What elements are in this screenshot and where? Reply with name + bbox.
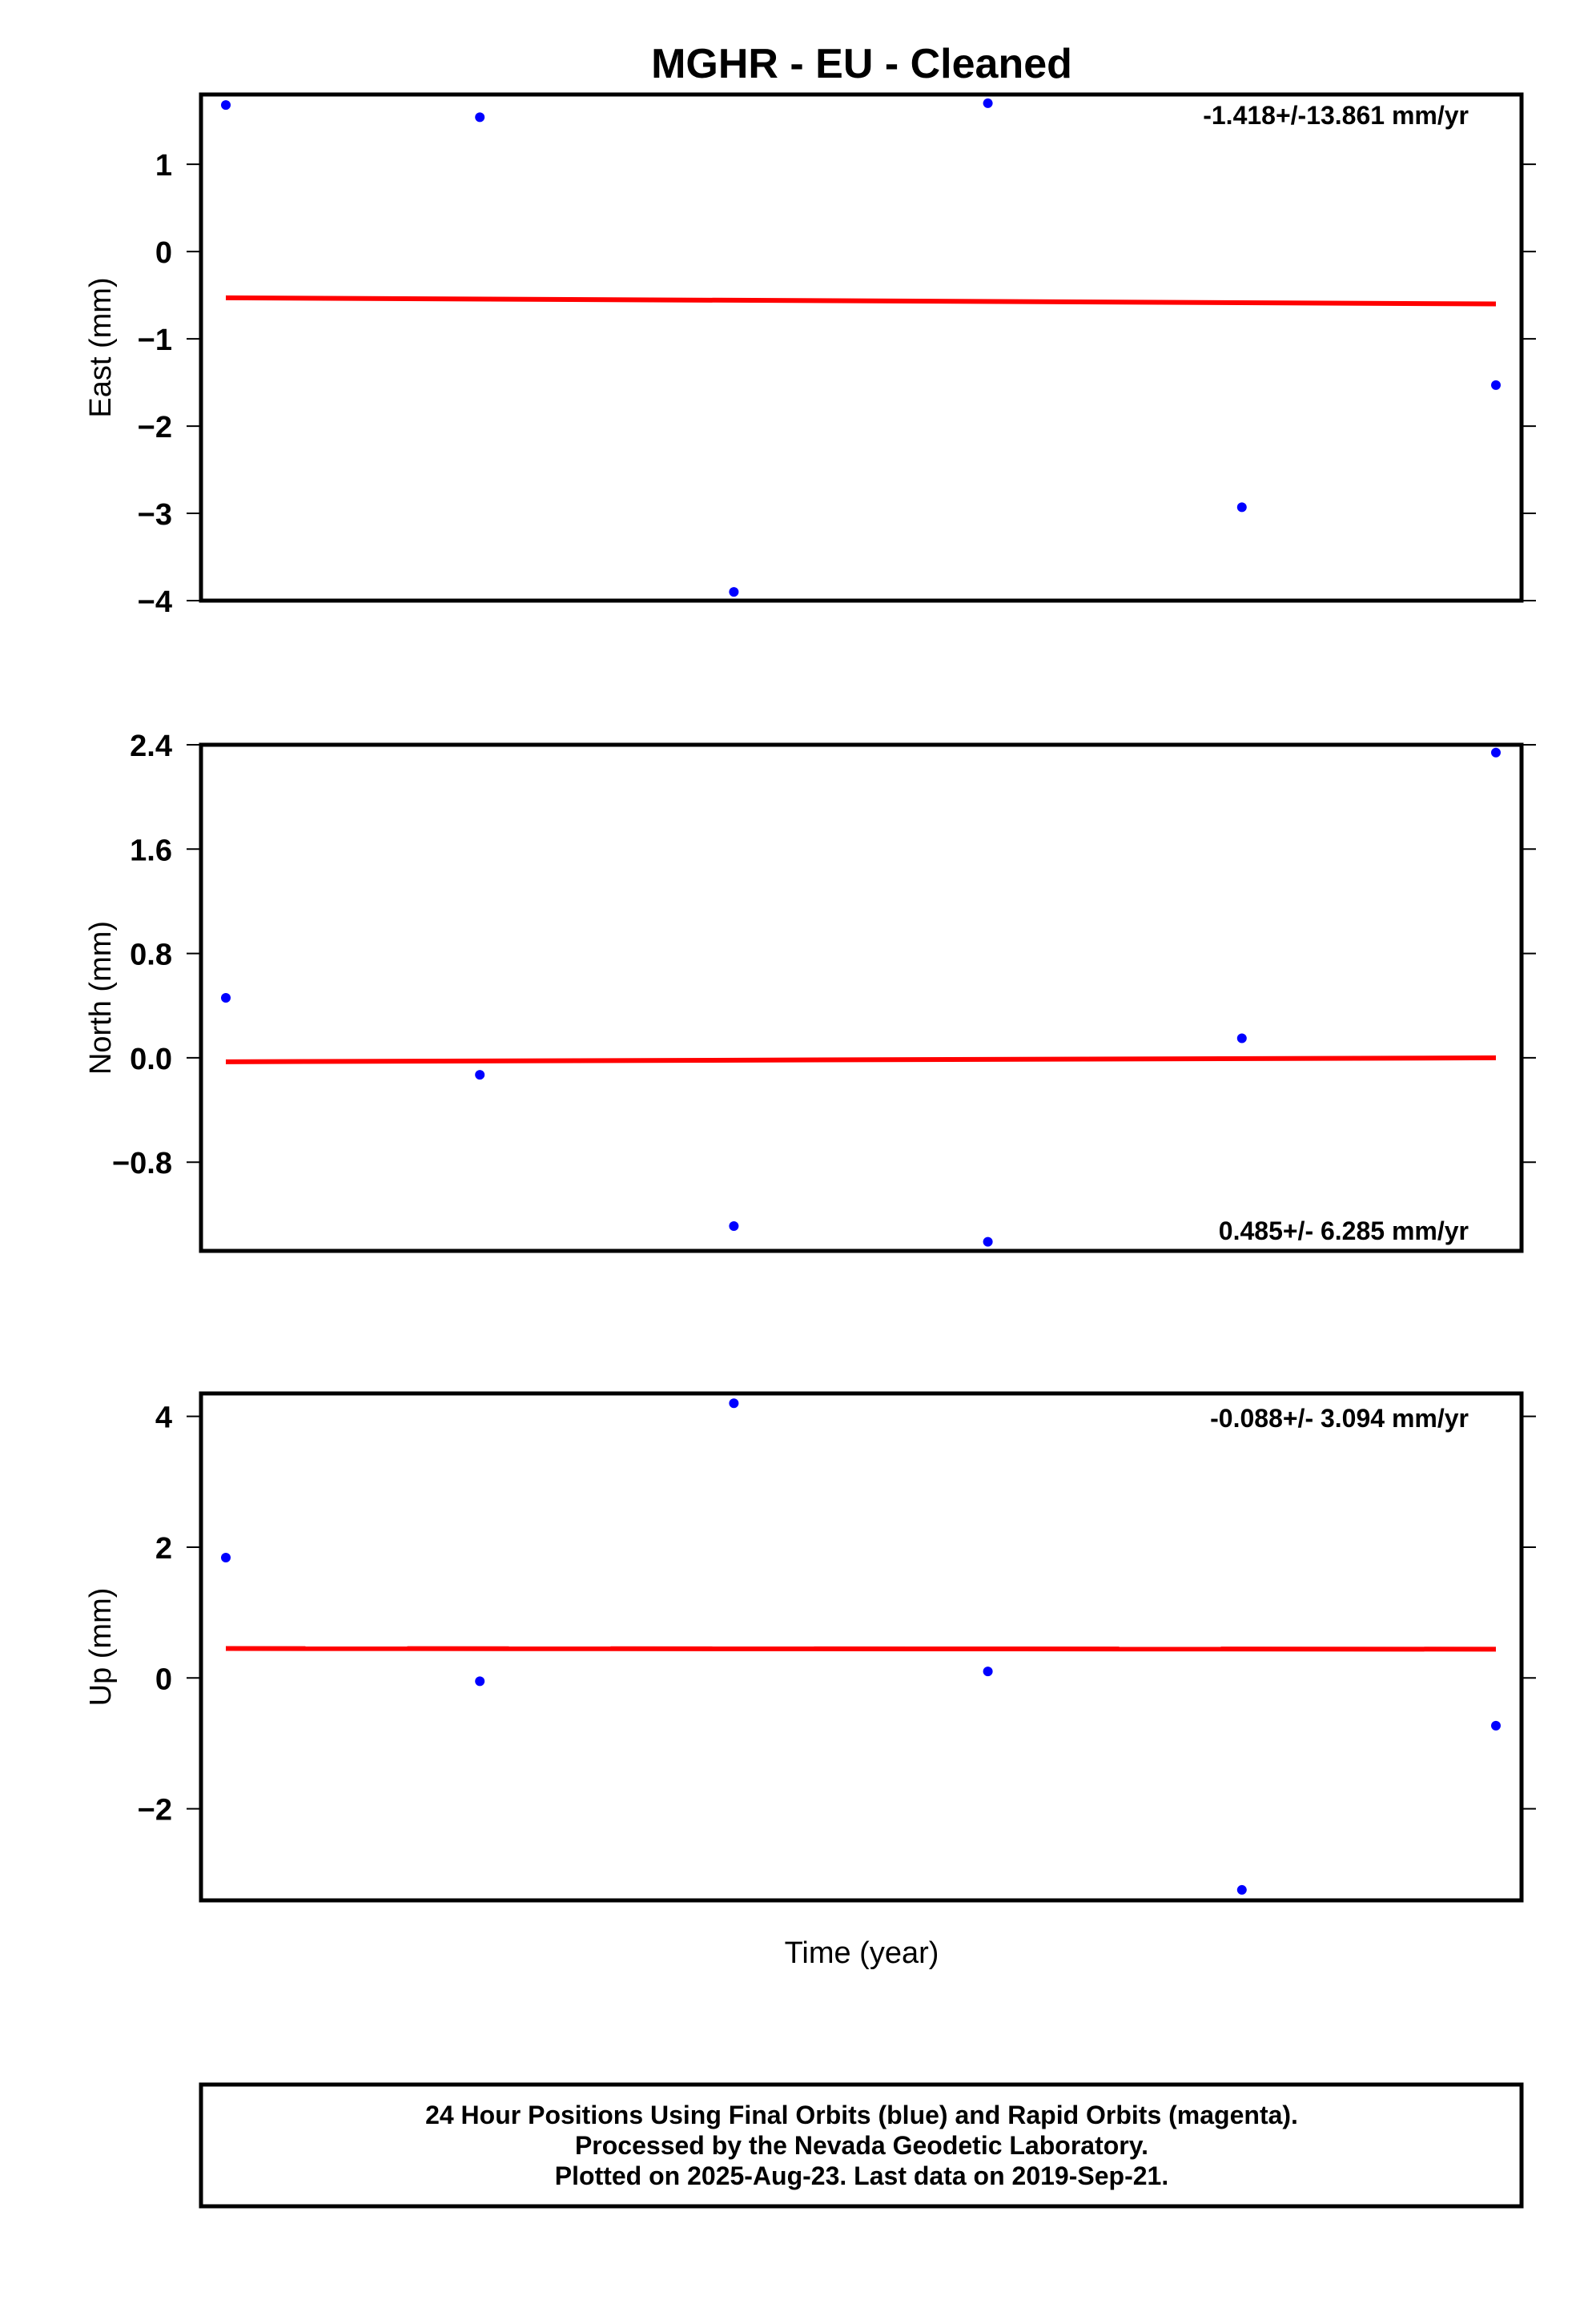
plot-frame [199, 742, 1524, 1253]
data-point [475, 112, 485, 123]
y-axis-label: North (mm) [84, 921, 118, 1075]
rate-label: -1.418+/-13.861 mm/yr [1203, 101, 1469, 130]
data-point [983, 98, 993, 108]
y-tick-label: 0 [155, 1663, 172, 1696]
trend-line [225, 1055, 1497, 1064]
data-point [729, 1398, 739, 1409]
data-point [1236, 1884, 1247, 1895]
trend-line [225, 1646, 1497, 1652]
y-tick-label: 1 [155, 149, 172, 183]
data-point [475, 1070, 485, 1080]
plot-frame [199, 1391, 1524, 1903]
data-point [221, 1553, 231, 1563]
y-tick-label: −2 [138, 1794, 172, 1827]
y-tick-label: 1.6 [130, 834, 172, 867]
data-point [1491, 747, 1501, 758]
data-point [983, 1667, 993, 1677]
y-tick-label: 0.8 [130, 939, 172, 972]
footer-box [199, 2082, 1524, 2209]
data-point [475, 1676, 485, 1687]
y-tick-label: 2.4 [130, 730, 172, 763]
chart-title: MGHR - EU - Cleaned [651, 41, 1072, 87]
data-point [1491, 1720, 1501, 1731]
data-point [221, 993, 231, 1003]
panel-3: 4 2 0 −2 Up (mm) -0.088+/- 3.094 mm/yr [84, 1391, 1536, 1903]
y-tick-label: 2 [155, 1532, 172, 1566]
trend-line [225, 295, 1497, 307]
plot-frame [199, 92, 1524, 603]
data-point [983, 1236, 993, 1247]
y-axis-label: Up (mm) [84, 1588, 118, 1707]
footer-line-1: 24 Hour Positions Using Final Orbits (bl… [425, 2101, 1298, 2129]
footer-line-2: Processed by the Nevada Geodetic Laborat… [575, 2131, 1148, 2160]
y-tick-label: 0.0 [130, 1043, 172, 1076]
y-tick-label: 4 [155, 1401, 172, 1435]
rate-label: -0.088+/- 3.094 mm/yr [1210, 1404, 1469, 1433]
data-point [1491, 380, 1501, 390]
data-point [1236, 1033, 1247, 1043]
y-axis-label: East (mm) [84, 277, 118, 417]
panel-2: 2.4 1.6 0.8 0.0 −0.8 North (mm) 0.485+/- 6.285… [84, 730, 1536, 1253]
x-axis-label: Time (year) [785, 1936, 939, 1970]
data-point [729, 587, 739, 597]
data-point [221, 100, 231, 111]
y-tick-label: −0.8 [112, 1147, 172, 1180]
y-tick-label: −4 [138, 585, 172, 619]
data-point [729, 1221, 739, 1232]
y-tick-label: 0 [155, 236, 172, 270]
panel-1: 1 0 −1 −2 −3 −4 East (mm) -1.418+/-13.861 mm/yr [84, 92, 1536, 619]
rate-label: 0.485+/- 6.285 mm/yr [1219, 1216, 1469, 1245]
y-tick-label: −3 [138, 498, 172, 532]
data-point [1236, 502, 1247, 513]
footer-line-3: Plotted on 2025-Aug-23. Last data on 201… [555, 2161, 1168, 2190]
y-tick-label: −1 [138, 324, 172, 357]
y-tick-label: −2 [138, 411, 172, 444]
